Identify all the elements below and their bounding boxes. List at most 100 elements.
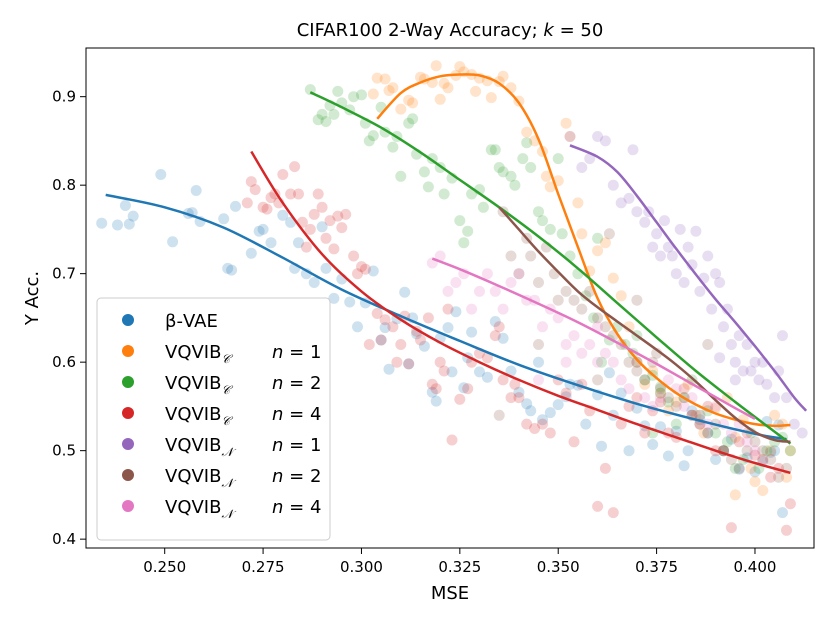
data-point — [454, 215, 466, 227]
data-point — [753, 374, 765, 386]
data-point — [781, 392, 792, 404]
fit-line-1 — [376, 73, 791, 428]
data-point — [367, 130, 379, 142]
x-tick-label: 0.375 — [635, 558, 678, 576]
data-point — [190, 185, 202, 196]
legend-label-main: VQVIB — [165, 497, 221, 518]
series-points-1 — [367, 60, 796, 501]
data-point — [678, 460, 690, 472]
data-point — [462, 383, 474, 395]
data-point — [316, 221, 328, 233]
data-point — [729, 462, 741, 474]
data-point — [627, 144, 639, 156]
data-point — [375, 334, 387, 346]
data-point — [226, 264, 238, 276]
legend-n-value: = 1 — [283, 342, 321, 363]
legend-entry-0: β-VAE — [122, 311, 218, 332]
data-point — [533, 339, 544, 350]
data-point — [167, 236, 179, 248]
x-tick-label: 0.250 — [143, 558, 186, 576]
data-point — [521, 126, 533, 138]
data-point — [261, 203, 273, 215]
data-point — [592, 232, 604, 244]
data-point — [289, 161, 301, 173]
data-point — [623, 383, 635, 395]
legend-n-var: n — [272, 466, 283, 487]
legend-marker — [122, 407, 134, 419]
data-point — [352, 268, 363, 280]
data-point — [379, 322, 391, 334]
data-point — [462, 225, 474, 237]
fit-line-5 — [498, 206, 791, 444]
legend-label: VQVIB𝒩 — [165, 497, 236, 521]
data-point — [308, 208, 320, 220]
data-point — [749, 356, 761, 368]
data-point — [548, 268, 560, 280]
data-point — [678, 383, 690, 395]
data-point — [407, 97, 419, 109]
data-point — [312, 188, 324, 200]
data-point — [670, 418, 682, 430]
legend-label-n: n = 2 — [272, 466, 321, 487]
legend-n-var: n — [272, 404, 283, 425]
data-point — [533, 206, 544, 218]
data-point — [757, 485, 769, 496]
fit-line-0 — [105, 193, 787, 441]
data-point — [529, 423, 541, 434]
data-point — [592, 374, 604, 386]
data-point — [599, 462, 611, 474]
data-point — [765, 454, 777, 465]
data-point — [631, 294, 643, 306]
data-point — [710, 268, 722, 280]
data-point — [371, 308, 383, 319]
data-point — [584, 339, 596, 350]
data-point — [466, 303, 478, 315]
data-point — [777, 507, 788, 519]
data-point — [312, 114, 324, 126]
data-point — [596, 440, 607, 452]
data-point — [308, 277, 320, 288]
data-point — [556, 228, 568, 240]
data-point — [399, 286, 411, 298]
data-point — [560, 117, 572, 129]
x-tick-label: 0.350 — [537, 558, 580, 576]
data-point — [741, 436, 753, 448]
data-point — [112, 219, 123, 231]
data-point — [513, 268, 525, 280]
data-point — [387, 141, 399, 153]
data-point — [639, 378, 651, 390]
data-point — [387, 82, 399, 94]
data-point — [580, 418, 592, 430]
data-point — [729, 489, 741, 501]
data-point — [698, 427, 710, 439]
legend-label-main: VQVIB — [165, 342, 221, 363]
data-point — [344, 296, 356, 308]
data-point — [694, 409, 706, 421]
data-point — [418, 166, 430, 178]
legend-label-subscript: 𝒩 — [221, 445, 236, 459]
data-point — [521, 418, 533, 430]
data-point — [245, 247, 257, 259]
data-point — [757, 454, 769, 465]
data-point — [603, 367, 615, 379]
data-point — [245, 176, 257, 188]
data-point — [560, 339, 572, 350]
data-point — [485, 92, 497, 104]
legend-label: VQVIB𝒩 — [165, 435, 236, 459]
legend-n-value: = 1 — [283, 435, 321, 456]
fit-line-2 — [309, 91, 792, 445]
legend-n-var: n — [272, 435, 283, 456]
data-point — [123, 218, 135, 230]
data-point — [430, 383, 442, 395]
data-point — [119, 200, 131, 211]
data-point — [599, 135, 611, 147]
legend-entry-3: VQVIB𝒞 n = 4 — [122, 404, 321, 428]
data-point — [588, 312, 600, 324]
data-point — [493, 321, 505, 333]
data-point — [714, 277, 726, 288]
data-point — [706, 303, 718, 315]
data-point — [340, 208, 352, 220]
data-point — [379, 73, 391, 85]
data-point — [615, 290, 627, 302]
data-point — [454, 393, 466, 405]
